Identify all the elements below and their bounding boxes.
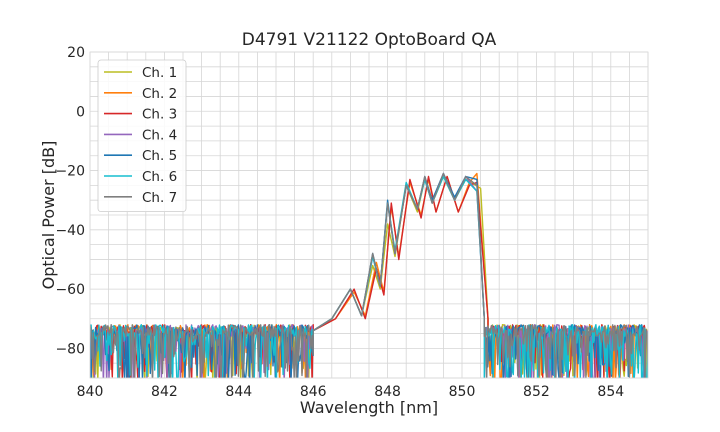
y-tick-label: −40: [55, 223, 85, 239]
series-7: [90, 172, 648, 378]
y-tick-label: 20: [67, 45, 85, 61]
x-tick-label: 844: [225, 384, 252, 400]
series-5: [90, 172, 648, 378]
chart-title: D4791 V21122 OptoBoard QA: [242, 30, 497, 50]
x-tick-label: 852: [523, 384, 550, 400]
legend-label: Ch. 1: [142, 65, 177, 81]
legend: Ch. 1 Ch. 2 Ch. 3 Ch. 4 Ch. 5 Ch. 6 Ch. 7: [97, 59, 187, 213]
plot-frame: [89, 51, 649, 379]
x-tick-label: 842: [151, 384, 178, 400]
y-ticks: −80 −60 −40 −20 0 20: [55, 45, 85, 357]
y-tick-label: −60: [55, 282, 85, 298]
series-line-7: [90, 172, 648, 378]
legend-label: Ch. 4: [142, 127, 177, 143]
legend-label: Ch. 7: [142, 190, 177, 206]
legend-box: [97, 59, 187, 213]
y-tick-label: −80: [55, 341, 85, 357]
x-ticks: 840 842 844 846 848 850 852 854: [77, 384, 625, 400]
x-tick-label: 850: [449, 384, 476, 400]
legend-label: Ch. 5: [142, 148, 177, 164]
x-tick-label: 854: [597, 384, 624, 400]
series-line-5: [90, 172, 648, 378]
legend-label: Ch. 6: [142, 169, 177, 185]
x-tick-label: 846: [300, 384, 327, 400]
y-axis-label: Optical Power [dB]: [39, 141, 58, 290]
legend-label: Ch. 2: [142, 86, 177, 102]
y-tick-label: 0: [76, 104, 85, 120]
x-tick-label: 840: [77, 384, 104, 400]
x-axis-label: Wavelength [nm]: [300, 398, 438, 417]
x-tick-label: 848: [374, 384, 401, 400]
y-tick-label: −20: [55, 164, 85, 180]
legend-label: Ch. 3: [142, 107, 177, 123]
series-layer: [90, 172, 648, 378]
